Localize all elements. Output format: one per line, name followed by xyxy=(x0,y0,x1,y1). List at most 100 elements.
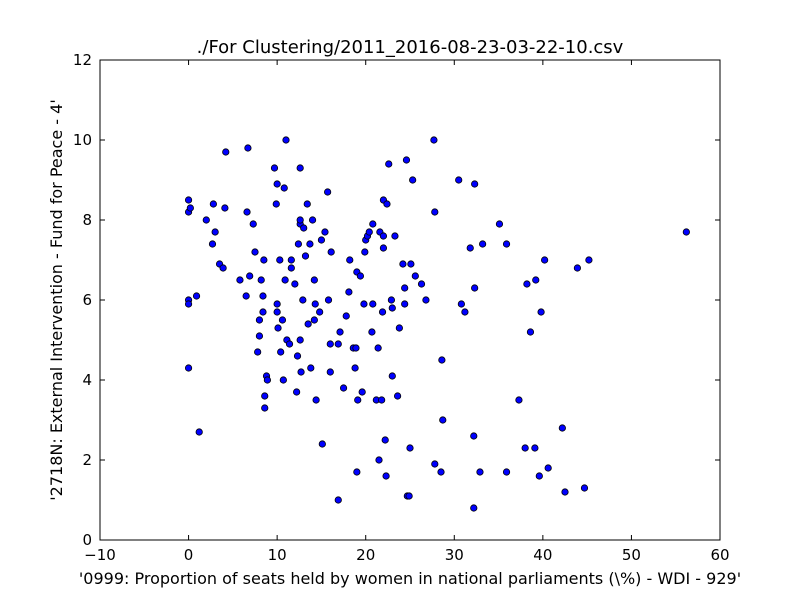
data-point xyxy=(351,364,359,372)
data-point xyxy=(293,388,301,396)
data-point xyxy=(307,364,315,372)
data-point xyxy=(401,284,409,292)
data-point xyxy=(409,176,417,184)
data-point xyxy=(417,280,426,288)
data-point xyxy=(385,160,393,168)
data-point xyxy=(209,200,217,208)
data-point xyxy=(535,472,543,480)
data-point xyxy=(202,216,210,224)
data-point xyxy=(352,344,360,352)
data-point xyxy=(387,296,395,304)
data-point xyxy=(304,320,312,328)
data-point xyxy=(561,488,569,496)
data-point xyxy=(379,232,388,240)
data-point xyxy=(457,300,465,308)
data-point xyxy=(281,276,289,284)
data-point xyxy=(388,372,396,380)
data-point xyxy=(378,308,387,316)
data-point xyxy=(334,340,342,348)
data-point xyxy=(243,208,251,216)
y-tick-label: 8 xyxy=(82,211,92,229)
data-point xyxy=(405,492,413,500)
data-point xyxy=(192,292,201,300)
data-point xyxy=(437,468,445,476)
data-point xyxy=(249,220,257,228)
data-point xyxy=(272,200,280,208)
y-tick-label: 12 xyxy=(73,51,92,69)
data-point xyxy=(308,216,317,224)
data-point xyxy=(261,404,269,412)
data-point xyxy=(277,348,285,356)
y-tick-label: 4 xyxy=(82,371,92,389)
data-point xyxy=(476,468,484,476)
x-tick-label: 10 xyxy=(268,546,287,564)
data-point xyxy=(244,144,252,152)
data-point xyxy=(287,264,295,272)
data-point xyxy=(221,204,229,212)
data-point xyxy=(354,396,362,404)
data-point xyxy=(316,308,324,316)
x-tick-label: 0 xyxy=(184,546,194,564)
x-tick-label: 20 xyxy=(356,546,375,564)
data-point xyxy=(273,300,281,308)
data-point xyxy=(395,324,403,332)
data-point xyxy=(381,436,389,444)
data-point xyxy=(336,328,344,336)
data-point xyxy=(461,308,469,316)
data-point xyxy=(278,316,287,324)
data-point xyxy=(580,484,589,492)
data-point xyxy=(515,396,523,404)
data-point xyxy=(401,300,409,308)
data-point xyxy=(382,472,390,480)
data-point xyxy=(255,332,264,340)
data-point xyxy=(306,240,314,248)
data-point xyxy=(502,240,511,248)
data-point xyxy=(558,424,566,432)
data-point xyxy=(293,352,302,360)
data-point xyxy=(537,308,545,316)
data-point xyxy=(300,224,308,232)
x-axis-label: '0999: Proportion of seats held by women… xyxy=(79,569,741,588)
data-point xyxy=(438,356,446,364)
data-point xyxy=(430,136,438,144)
data-point xyxy=(186,204,194,212)
data-point xyxy=(303,200,311,208)
data-point xyxy=(279,376,287,384)
data-point xyxy=(374,344,382,352)
x-tick-label: 30 xyxy=(445,546,464,564)
x-tick-label: 40 xyxy=(533,546,552,564)
data-point xyxy=(339,384,348,392)
data-point xyxy=(261,392,269,400)
data-point xyxy=(257,276,265,284)
data-point xyxy=(439,416,447,424)
plot-frame xyxy=(99,59,721,541)
data-point xyxy=(296,336,304,344)
data-point xyxy=(532,276,540,284)
data-point xyxy=(242,292,250,300)
data-point xyxy=(296,216,304,224)
data-point xyxy=(466,244,474,252)
data-point xyxy=(299,296,307,304)
data-point xyxy=(388,304,396,312)
data-point xyxy=(573,264,582,272)
y-tick-label: 0 xyxy=(82,531,92,549)
data-point xyxy=(310,316,318,324)
data-point xyxy=(312,396,320,404)
data-point xyxy=(276,256,284,264)
data-point xyxy=(285,340,294,348)
data-point xyxy=(365,228,373,236)
data-point xyxy=(471,284,479,292)
x-tick-label: 60 xyxy=(710,546,729,564)
data-point xyxy=(254,348,262,356)
data-point xyxy=(280,184,288,192)
data-point xyxy=(259,292,267,300)
data-point xyxy=(345,288,353,296)
data-point xyxy=(470,432,478,440)
data-point xyxy=(393,392,402,400)
data-point xyxy=(407,260,415,268)
data-point xyxy=(317,236,326,244)
data-point xyxy=(326,368,334,376)
